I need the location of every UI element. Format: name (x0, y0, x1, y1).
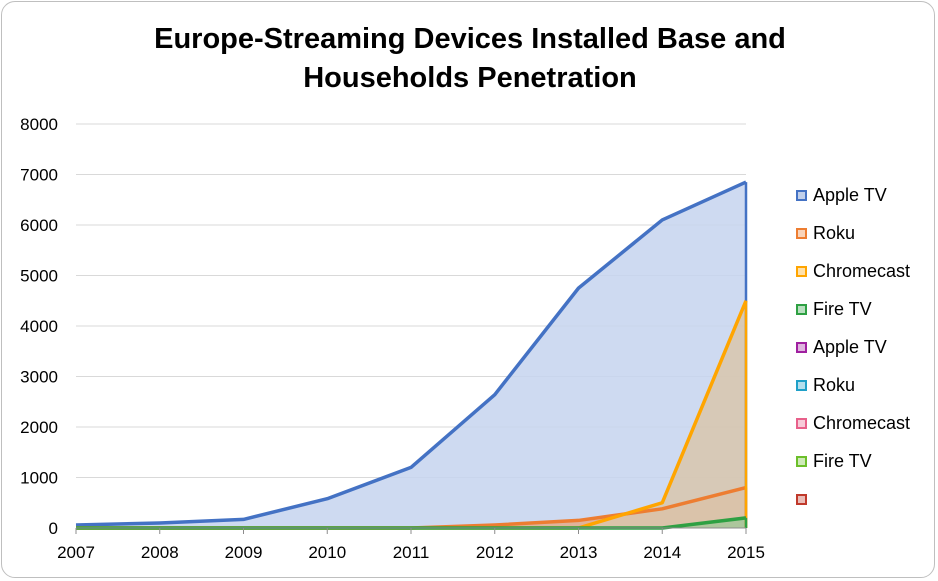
legend-swatch (796, 341, 807, 353)
y-tick-label: 4000 (20, 317, 58, 336)
x-tick-label: 2007 (57, 543, 95, 562)
y-tick-label: 0 (49, 519, 58, 538)
chart-title-line-2: Households Penetration (303, 62, 637, 94)
legend-item: Apple TV (796, 328, 910, 366)
legend-swatch (796, 227, 807, 239)
y-tick-label: 7000 (20, 166, 58, 185)
legend-label: Fire TV (813, 298, 872, 319)
y-tick-label: 3000 (20, 368, 58, 387)
legend-item: Chromecast (796, 252, 910, 290)
legend-label: Roku (813, 222, 856, 243)
series-area-0 (76, 182, 746, 528)
x-tick-label: 2011 (393, 543, 430, 562)
legend-swatch (796, 493, 807, 505)
y-tick-label: 6000 (20, 216, 58, 235)
series-line-0 (75, 180, 747, 527)
legend-label: Apple TV (813, 336, 887, 357)
y-tick-label: 5000 (20, 267, 58, 286)
legend-label: Chromecast (813, 412, 911, 433)
legend-item: Fire TV (796, 290, 910, 328)
x-tick-label: 2010 (308, 543, 346, 562)
legend-item (796, 480, 910, 518)
legend-swatch (796, 265, 807, 277)
legend-item: Chromecast (796, 404, 910, 442)
x-tick-label: 2008 (141, 543, 179, 562)
x-tick-label: 2013 (560, 543, 598, 562)
x-tick-label: 2014 (643, 543, 681, 562)
legend-item: Apple TV (796, 176, 910, 214)
legend-swatch (796, 303, 807, 315)
legend-swatch (796, 455, 807, 467)
chart-title: Europe-Streaming Devices Installed Base … (60, 20, 880, 98)
chart-legend: Apple TV Roku Chromecast Fire TV Apple TV Rok… (796, 176, 910, 518)
legend-label: Apple TV (813, 184, 887, 205)
legend-item: Roku (796, 366, 910, 404)
legend-item: Fire TV (796, 442, 910, 480)
legend-label: Fire TV (813, 450, 872, 471)
y-tick-label: 2000 (20, 418, 58, 437)
legend-swatch (796, 417, 807, 429)
x-tick-label: 2015 (727, 543, 765, 562)
legend-swatch (796, 189, 807, 201)
y-tick-label: 1000 (20, 469, 58, 488)
legend-label: Roku (813, 374, 856, 395)
chart-title-line-1: Europe-Streaming Devices Installed Base … (154, 23, 786, 55)
x-tick-label: 2012 (476, 543, 514, 562)
y-tick-label: 8000 (20, 115, 58, 134)
legend-label: Chromecast (813, 260, 911, 281)
legend-item: Roku (796, 214, 910, 252)
x-tick-label: 2009 (225, 543, 263, 562)
legend-swatch (796, 379, 807, 391)
